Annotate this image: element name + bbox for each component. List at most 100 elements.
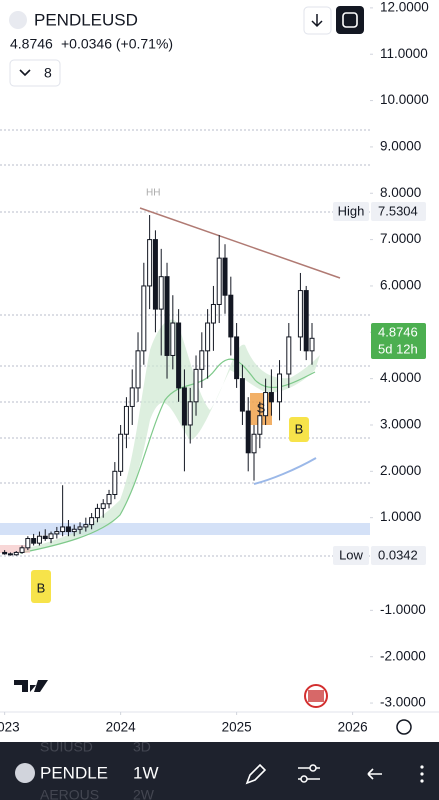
candle-body [129, 387, 135, 407]
flag [308, 690, 324, 702]
candle-body [83, 524, 89, 528]
candle-body [100, 503, 106, 509]
buy-marker [31, 570, 51, 603]
high-tag [371, 202, 426, 221]
time-axis: 2023 2024 2025 2026 [0, 712, 368, 735]
candle-body [7, 553, 13, 556]
y-tick-label: 9.0000 [380, 138, 421, 153]
y-tick-label: 4.0000 [380, 370, 421, 385]
last-price: 4.8746 [378, 324, 418, 339]
candle-body [268, 392, 274, 403]
candle-body [112, 470, 118, 495]
candle-body [210, 303, 216, 324]
candle-body [187, 401, 193, 426]
bottom-symbol[interactable]: PENDLE [40, 763, 108, 782]
settings-button[interactable] [396, 719, 412, 735]
candle-body [205, 322, 211, 352]
candle-body [36, 535, 42, 544]
symbol-icon [15, 763, 35, 783]
y-tick-label: -3.0000 [380, 695, 426, 710]
candle-body [297, 290, 303, 338]
candle-body [277, 373, 283, 403]
candle-body [222, 257, 228, 296]
candle-body [65, 526, 71, 533]
slider-knob [300, 775, 308, 783]
tv-logo [14, 680, 48, 692]
candle-body [89, 517, 95, 526]
candle-body [239, 378, 245, 412]
drawings [0, 129, 370, 557]
candle-body [199, 350, 205, 370]
indicators-toggle[interactable] [9, 59, 61, 87]
candle-body [286, 336, 292, 375]
undo-button[interactable] [367, 768, 382, 780]
x-tick-label: 2023 [0, 720, 20, 735]
candle-body [118, 433, 124, 472]
low-tag [333, 546, 369, 565]
candle-body [181, 387, 187, 426]
candle-body [31, 538, 37, 544]
candle-body [77, 526, 83, 530]
slider-knob [309, 764, 317, 772]
countdown: 5d 12h [378, 341, 418, 356]
low-value: 0.0342 [378, 547, 418, 562]
download-icon [311, 14, 323, 28]
candle-body [42, 535, 48, 540]
candle-body [135, 350, 141, 389]
fullscreen-button[interactable] [336, 6, 364, 34]
y-tick-label: 1.0000 [380, 509, 421, 524]
sell-text: S [257, 400, 266, 415]
candle-body [170, 322, 176, 356]
candle-body [141, 285, 147, 352]
y-tick-label: 7.0000 [380, 231, 421, 246]
candle-body [257, 415, 263, 435]
candle-body [158, 276, 164, 310]
candle-body [309, 337, 315, 352]
candle-body [263, 392, 269, 417]
bottom-interval[interactable]: 1W [133, 763, 159, 782]
symbol[interactable]: PENDLEUSD [34, 10, 138, 29]
chevron [19, 69, 31, 77]
candle-body [19, 547, 25, 553]
hh-label: HH [146, 188, 160, 199]
bottom-bar [0, 742, 439, 800]
fullscreen-icon [342, 12, 358, 28]
buy-text: B [295, 421, 304, 436]
high-label: High [338, 203, 365, 218]
candle-body [71, 528, 77, 533]
candle-body [94, 507, 100, 519]
candle-body [251, 433, 257, 454]
y-tick-label: 10.0000 [380, 92, 429, 107]
candle-body [193, 368, 199, 403]
last-price-tag [371, 323, 426, 359]
more-dot [420, 765, 424, 769]
low-tag [371, 546, 426, 565]
x-tick-label: 2026 [338, 720, 368, 735]
candle-body [234, 336, 240, 380]
candle-body [25, 538, 31, 549]
candle-body [303, 290, 309, 352]
candle-body [152, 239, 158, 310]
ghost-symbol: AEROUS [40, 787, 99, 800]
draw-tool[interactable] [245, 763, 267, 785]
y-tick-label: -1.0000 [380, 602, 426, 617]
y-tick-label: 12.0000 [380, 0, 429, 14]
x-tick-label: 2025 [222, 720, 252, 735]
more-button[interactable] [420, 772, 424, 776]
candle-body [245, 410, 251, 454]
candle-body [54, 531, 60, 535]
candle-body [106, 493, 112, 505]
candle-body [60, 526, 66, 533]
candle-body [216, 257, 222, 305]
candle-body [176, 322, 182, 389]
buy-marker [289, 417, 309, 442]
candle-body [123, 405, 129, 435]
buy-text: B [37, 580, 46, 595]
ghost-symbol: SUIUSD [40, 739, 93, 755]
high-tag [333, 202, 369, 221]
pro-text: PRO [70, 682, 94, 694]
y-tick-label: 3.0000 [380, 417, 421, 432]
